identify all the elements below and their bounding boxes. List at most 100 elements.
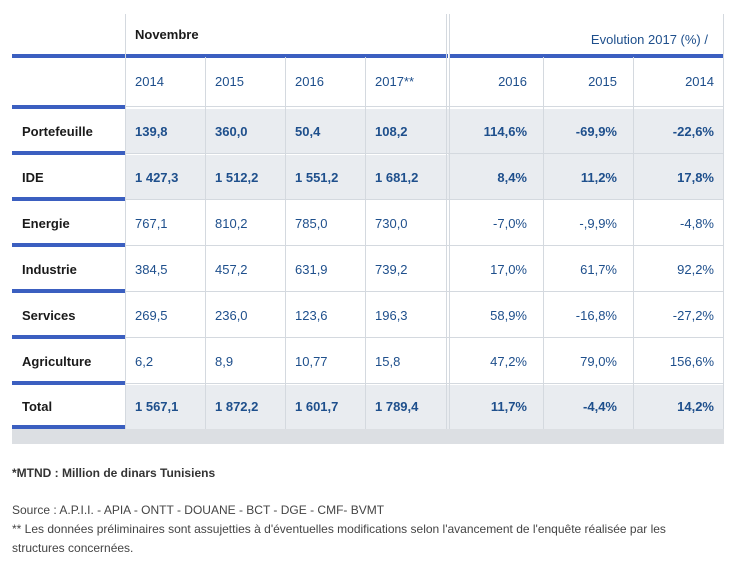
year-2017: 2017** (375, 74, 415, 89)
value-2017: 15,8 (375, 353, 401, 369)
divider-v1 (125, 14, 126, 429)
table-row: IDE 1 427,3 1 512,2 1 551,2 1 681,2 8,4%… (12, 155, 724, 199)
evol-2015: -16,8% (575, 307, 617, 323)
evol-2016: 11,7% (490, 398, 527, 414)
preliminary-note-line1: ** Les données préliminaires sont assuje… (12, 522, 666, 536)
divider-v7 (543, 57, 544, 429)
divider-h4 (125, 291, 724, 292)
evol-2016: 47,2% (490, 353, 527, 369)
value-2016: 50,4 (295, 123, 321, 139)
divider-h5 (125, 337, 724, 338)
value-2016: 785,0 (295, 215, 328, 231)
evol-2014: -27,2% (672, 307, 714, 323)
evol-year-2016: 2016 (498, 74, 527, 89)
evol-2014: 156,6% (669, 353, 714, 369)
value-2017: 196,3 (375, 307, 408, 323)
value-2014: 269,5 (135, 307, 168, 323)
value-2016: 123,6 (295, 307, 328, 323)
row-label: IDE (22, 169, 44, 185)
value-2014: 1 427,3 (135, 169, 179, 185)
evol-year-2014: 2014 (685, 74, 714, 89)
table-row: Agriculture 6,2 8,9 10,77 15,8 47,2% 79,… (12, 339, 724, 383)
label-bar-3 (12, 243, 125, 247)
shade-portefeuille (125, 109, 448, 153)
evol-2015: -4,4% (583, 398, 617, 414)
value-2015: 1 512,2 (215, 169, 259, 185)
row-label: Total (22, 398, 53, 414)
value-2015: 1 872,2 (215, 398, 259, 414)
label-bar-7 (12, 425, 125, 429)
value-2017: 730,0 (375, 215, 408, 231)
label-bar-4 (12, 289, 125, 293)
divider-h3 (125, 245, 724, 246)
value-2017: 108,2 (375, 123, 408, 139)
evol-2016: 58,9% (490, 307, 527, 323)
value-2015: 457,2 (215, 261, 248, 277)
value-2016: 1 601,7 (295, 398, 339, 414)
table-row: Energie 767,1 810,2 785,0 730,0 -7,0% -,… (12, 201, 724, 245)
label-bar-1 (12, 151, 125, 155)
divider-v4 (365, 57, 366, 429)
table-row: Industrie 384,5 457,2 631,9 739,2 17,0% … (12, 247, 724, 291)
evol-2014: 92,2% (677, 261, 714, 277)
value-2014: 767,1 (135, 215, 168, 231)
value-2015: 8,9 (215, 353, 234, 369)
period-label: Novembre (135, 26, 199, 42)
value-2015: 810,2 (215, 215, 248, 231)
divider-h0 (125, 106, 724, 107)
value-2014: 6,2 (135, 353, 154, 369)
divider-v9 (723, 14, 724, 429)
evol-2014: 14,2% (677, 398, 714, 414)
evol-2016: 17,0% (490, 261, 527, 277)
row-label: Agriculture (22, 353, 92, 369)
shade-ide (125, 155, 448, 199)
evol-2014: -22,6% (672, 123, 714, 139)
divider-h1 (125, 153, 724, 154)
label-bar-5 (12, 335, 125, 339)
evol-2015: -69,9% (575, 123, 617, 139)
value-2015: 360,0 (215, 123, 248, 139)
value-2016: 10,77 (295, 353, 328, 369)
unit-note: *MTND : Million de dinars Tunisiens (12, 466, 216, 480)
value-2014: 384,5 (135, 261, 168, 277)
header-row-years: 2014 2015 2016 2017** 2016 2015 2014 (12, 57, 724, 106)
row-label: Industrie (22, 261, 77, 277)
value-2014: 139,8 (135, 123, 168, 139)
divider-v3 (285, 57, 286, 429)
year-2016: 2016 (295, 74, 324, 89)
label-bar-2 (12, 197, 125, 201)
year-2015: 2015 (215, 74, 244, 89)
divider-v8 (633, 57, 634, 429)
evolution-label: Evolution 2017 (%) / (590, 31, 708, 47)
label-bar-0 (12, 105, 125, 109)
footer-band (12, 429, 724, 444)
table-row: Portefeuille 139,8 360,0 50,4 108,2 114,… (12, 109, 724, 153)
evol-2015: 61,7% (580, 261, 617, 277)
evol-2015: 79,0% (580, 353, 617, 369)
value-2017: 1 789,4 (375, 398, 419, 414)
evol-2016: 8,4% (497, 169, 527, 185)
divider-v6 (449, 14, 450, 429)
header-row-period: Novembre Evolution 2017 (%) / (12, 14, 724, 54)
source-note: Source : A.P.I.I. - APIA - ONTT - DOUANE… (12, 503, 385, 517)
header-bar-right (450, 54, 724, 58)
value-2016: 631,9 (295, 261, 328, 277)
row-label: Services (22, 307, 76, 323)
shade-evol-total (448, 385, 724, 429)
row-label: Energie (22, 215, 70, 231)
value-2014: 1 567,1 (135, 398, 179, 414)
evol-2015: 11,2% (580, 169, 617, 185)
value-2017: 1 681,2 (375, 169, 419, 185)
divider-h6 (125, 383, 724, 384)
shade-total (125, 385, 448, 429)
evol-year-2015: 2015 (588, 74, 617, 89)
year-2014: 2014 (135, 74, 164, 89)
row-label: Portefeuille (22, 123, 93, 139)
shade-evol-area (448, 109, 724, 199)
value-2016: 1 551,2 (295, 169, 339, 185)
divider-v5 (446, 14, 447, 429)
table-row: Services 269,5 236,0 123,6 196,3 58,9% -… (12, 293, 724, 337)
evol-2016: 114,6% (483, 123, 527, 139)
label-bar-6 (12, 381, 125, 385)
evol-2016: -7,0% (493, 215, 527, 231)
